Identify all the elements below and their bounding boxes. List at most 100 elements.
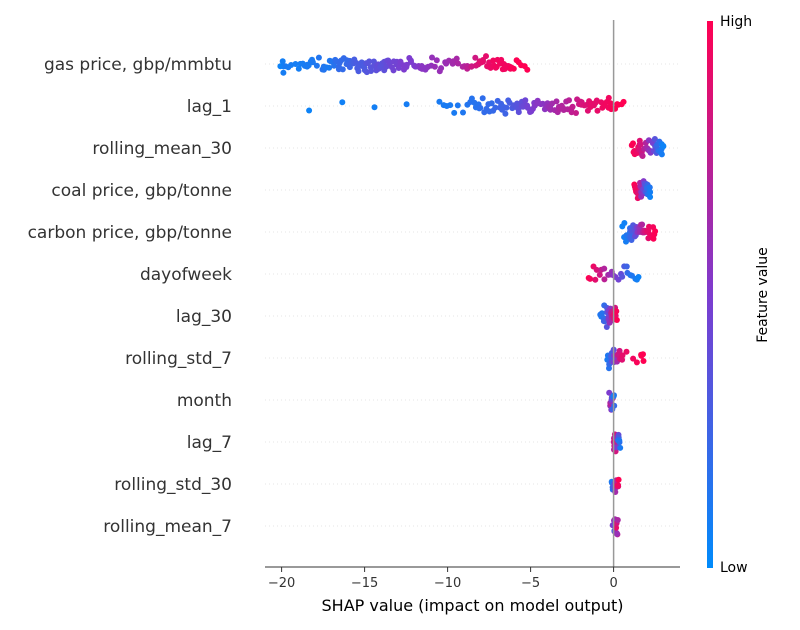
shap-point — [431, 63, 438, 70]
feature-label: carbon price, gbp/tonne — [28, 223, 232, 243]
shap-point — [279, 58, 286, 65]
shap-point — [639, 153, 646, 159]
shap-point — [613, 524, 620, 531]
shap-point — [592, 276, 599, 283]
shap-point — [616, 347, 623, 354]
shap-point — [339, 99, 346, 106]
shap-point — [566, 97, 572, 104]
shap-point — [295, 65, 302, 72]
colorbar — [707, 21, 713, 568]
shap-point — [638, 221, 644, 228]
shap-point — [480, 58, 486, 65]
feature-label: dayofweek — [140, 265, 232, 285]
shap-point — [628, 142, 635, 149]
shap-point — [647, 194, 654, 200]
shap-point — [455, 60, 461, 67]
shap-point — [615, 482, 621, 489]
shap-point — [601, 265, 608, 272]
shap-point — [599, 310, 605, 317]
shap-point — [613, 308, 620, 315]
shap-point — [623, 348, 630, 355]
feature-label: rolling_std_7 — [125, 349, 232, 369]
shap-point — [366, 58, 373, 65]
feature-labels: gas price, gbp/mmbtu lag_1 rolling_mean_30… — [28, 55, 233, 537]
shap-point — [646, 184, 653, 191]
shap-point — [503, 104, 510, 111]
shap-point — [619, 352, 626, 359]
shap-point — [614, 517, 621, 523]
shap-point — [524, 66, 531, 73]
shap-point — [451, 109, 458, 116]
x-tick-label: 0 — [609, 576, 617, 591]
shap-point — [436, 98, 443, 105]
shap-point — [633, 359, 640, 366]
shap-point — [553, 98, 560, 105]
colorbar-high-label: High — [720, 14, 752, 30]
shap-point — [640, 351, 646, 358]
shap-point — [472, 54, 479, 61]
shap-point — [640, 358, 647, 364]
shap-point — [617, 444, 624, 451]
x-tick-label: −15 — [351, 576, 378, 591]
shap-point — [623, 263, 630, 270]
shap-point — [309, 59, 316, 66]
shap-point — [621, 220, 628, 226]
shap-point — [483, 53, 489, 60]
shap-point — [438, 65, 445, 72]
shap-point — [613, 530, 620, 537]
shap-point — [355, 68, 362, 75]
shap-point — [539, 100, 546, 107]
shap-point — [326, 64, 333, 71]
x-tick-label: −5 — [521, 576, 540, 591]
feature-label: rolling_mean_7 — [103, 517, 232, 537]
shap-point — [587, 275, 594, 282]
shap-point — [433, 57, 440, 64]
feature-label: lag_1 — [187, 97, 232, 117]
shap-point — [370, 58, 377, 65]
shap-point — [368, 68, 374, 74]
x-axis: −20 −15 −10 −5 0 — [265, 566, 680, 591]
shap-point — [616, 437, 622, 444]
shap-point — [502, 110, 509, 117]
shap-point — [479, 95, 486, 102]
shap-point — [637, 141, 644, 148]
shap-point — [619, 273, 626, 280]
shap-point — [371, 104, 378, 111]
shap-point — [660, 143, 667, 150]
shap-point — [453, 55, 460, 62]
row-gridlines — [265, 63, 680, 527]
feature-label: lag_30 — [176, 307, 232, 327]
shap-point — [630, 355, 637, 362]
shap-point — [492, 104, 499, 111]
shap-point — [620, 98, 627, 105]
shap-point — [522, 97, 529, 104]
shap-point — [647, 189, 653, 195]
feature-label: rolling_std_30 — [114, 475, 232, 495]
shap-point — [339, 66, 346, 73]
colorbar-low-label: Low — [720, 560, 748, 576]
shap-point — [635, 274, 642, 280]
shap-point — [488, 100, 495, 107]
feature-label: gas price, gbp/mmbtu — [44, 55, 232, 75]
x-tick-label: −10 — [434, 576, 461, 591]
feature-label: lag_7 — [187, 433, 232, 453]
feature-label: rolling_mean_30 — [92, 139, 232, 159]
shap-point — [460, 109, 466, 116]
shap-point — [315, 54, 322, 61]
shap-point — [594, 107, 601, 114]
shap-point — [651, 136, 658, 142]
shap-point — [510, 65, 517, 72]
shap-point — [593, 266, 600, 273]
shap-point — [390, 67, 397, 74]
feature-label: coal price, gbp/tonne — [51, 181, 232, 201]
shap-point — [292, 61, 299, 67]
shap-point — [280, 69, 287, 76]
shap-point — [477, 104, 484, 111]
shap-point — [596, 271, 603, 278]
shap-point — [429, 54, 435, 61]
shap-point — [313, 62, 320, 69]
shap-point — [447, 102, 454, 109]
feature-label: month — [177, 391, 232, 411]
shap-point — [658, 151, 665, 158]
